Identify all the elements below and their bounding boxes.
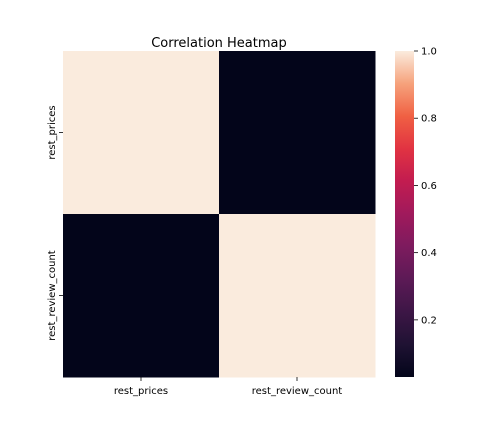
x-axis: rest_prices rest_review_count (114, 377, 342, 397)
x-tick-label: rest_review_count (252, 386, 343, 397)
x-tick-label: rest_prices (114, 386, 168, 397)
y-tick-label: rest_review_count (47, 250, 58, 341)
colorbar-tick-label: 0.8 (421, 114, 437, 125)
y-tick-label: rest_prices (47, 105, 58, 159)
heatmap-cells (63, 51, 376, 378)
heatmap-cell (63, 214, 220, 378)
colorbar-tick-label: 1.0 (421, 47, 437, 58)
y-axis: rest_prices rest_review_count (47, 105, 63, 341)
heatmap-cell (63, 51, 220, 215)
colorbar-tick-label: 0.4 (421, 248, 437, 259)
colorbar-axis: 0.2 0.4 0.6 0.8 1.0 (414, 47, 437, 326)
colorbar-tick-label: 0.6 (421, 181, 437, 192)
chart-title: Correlation Heatmap (151, 36, 287, 51)
heatmap-cell (219, 51, 376, 215)
colorbar-tick-label: 0.2 (421, 315, 437, 326)
heatmap-cell (219, 214, 376, 378)
colorbar (395, 51, 414, 377)
